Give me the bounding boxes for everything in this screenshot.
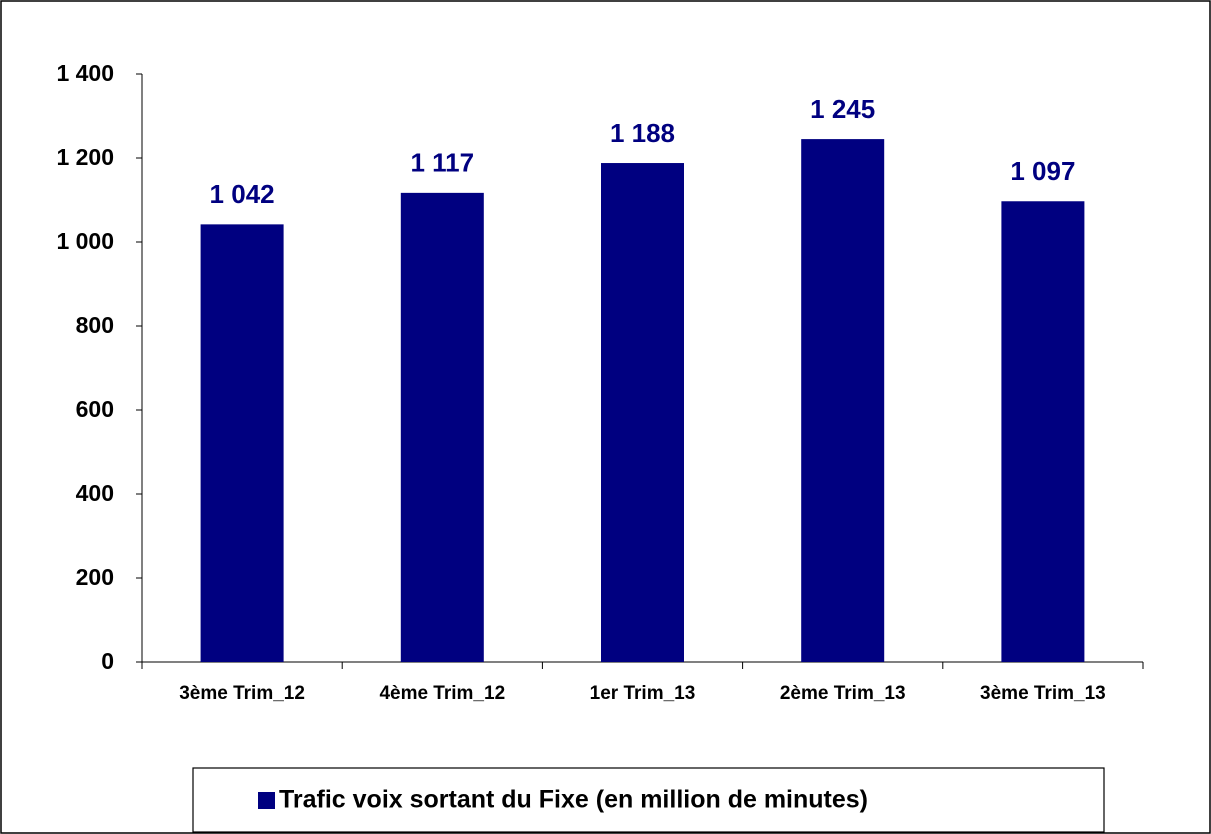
bar: [200, 224, 284, 663]
y-tick-label: 1 200: [56, 144, 114, 170]
y-tick-label: 800: [76, 312, 114, 338]
bar: [801, 139, 885, 663]
y-tick-label: 1 000: [56, 228, 114, 254]
data-label: 1 245: [810, 94, 875, 124]
y-tick-label: 200: [76, 564, 114, 590]
legend-label: Trafic voix sortant du Fixe (en million …: [279, 786, 868, 814]
legend-box: [192, 767, 1105, 833]
data-label: 1 097: [1010, 156, 1075, 186]
data-label: 1 042: [210, 179, 275, 209]
x-tick-label: 2ème Trim_13: [780, 683, 906, 704]
data-label: 1 117: [410, 148, 474, 178]
y-tick-label: 1 400: [56, 60, 114, 86]
x-tick-label: 3ème Trim_13: [980, 683, 1106, 704]
x-tick-label: 1er Trim_13: [590, 683, 696, 704]
bar: [400, 192, 484, 663]
x-tick-label: 3ème Trim_12: [179, 683, 305, 704]
y-tick-label: 400: [76, 480, 114, 506]
legend-swatch: [258, 792, 275, 809]
y-tick-label: 0: [101, 648, 114, 674]
bar: [1001, 201, 1085, 662]
data-label: 1 188: [610, 118, 675, 148]
bar: [601, 163, 684, 663]
x-tick-label: 4ème Trim_12: [379, 683, 505, 704]
y-tick-label: 600: [76, 396, 114, 422]
